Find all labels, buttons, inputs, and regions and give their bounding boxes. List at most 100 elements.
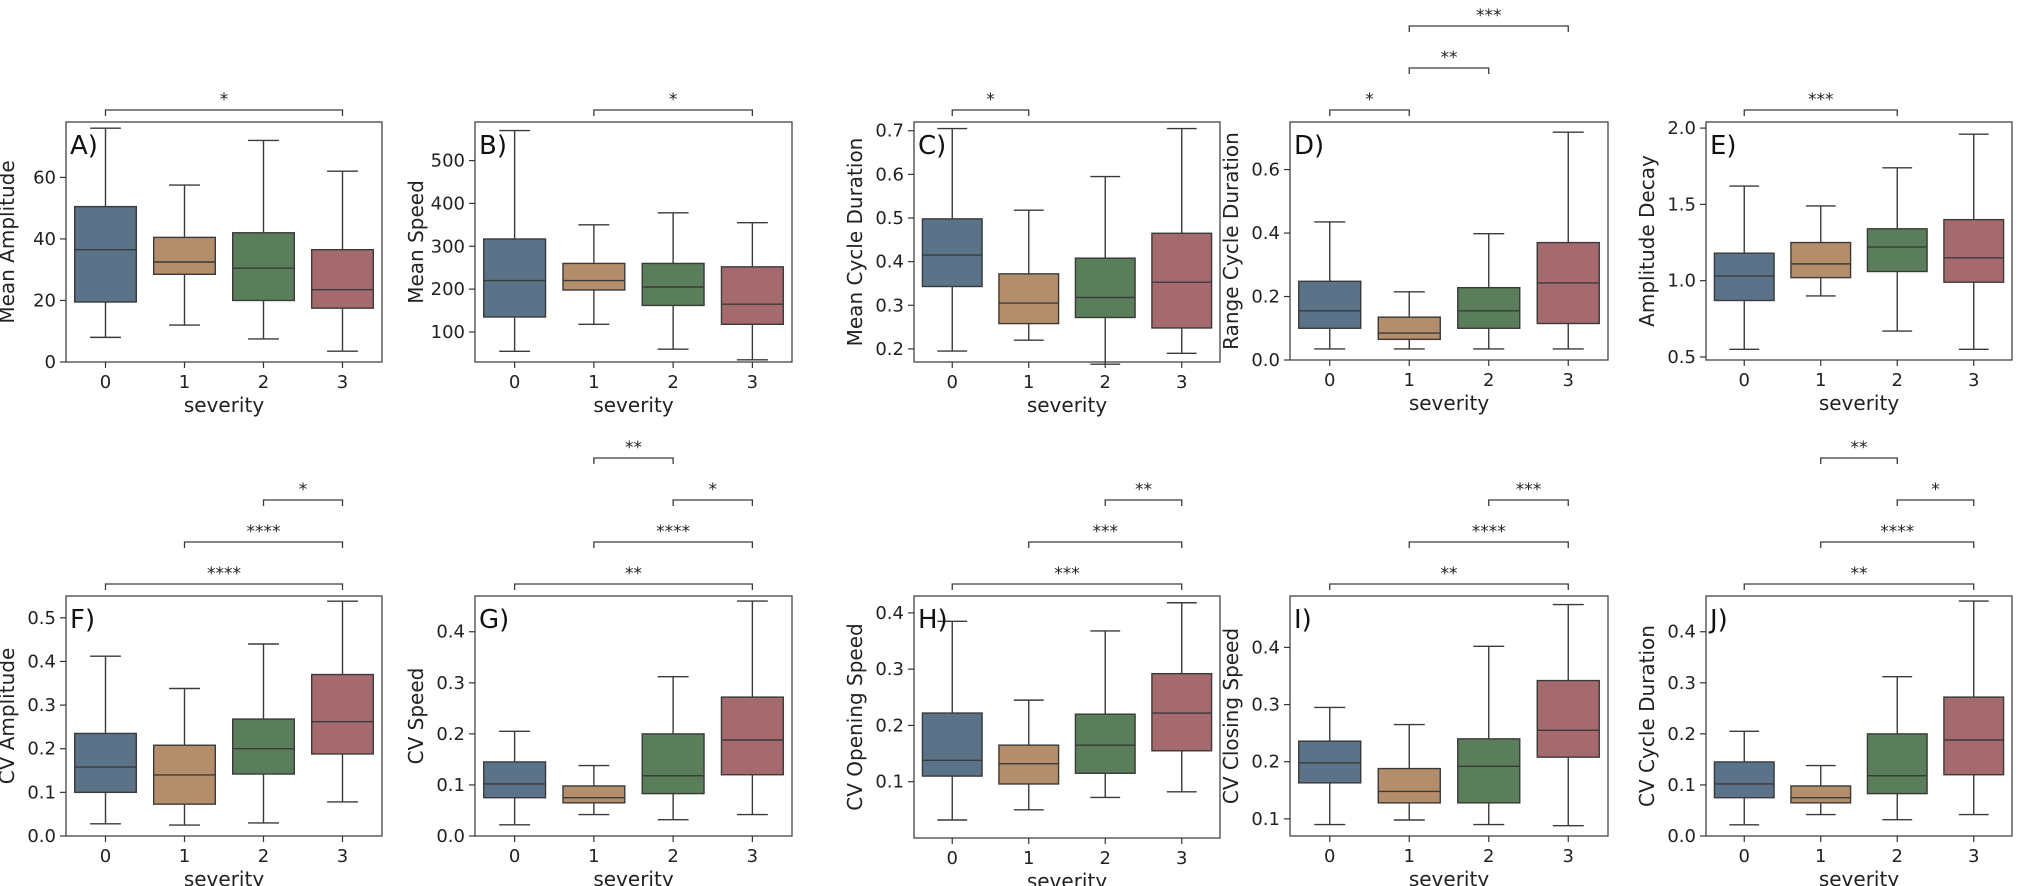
significance-bracket: * (262, 480, 344, 506)
axes-frame (1289, 595, 1609, 837)
significance-bracket: ** (1408, 48, 1490, 74)
box-severity-1 (152, 687, 217, 826)
significance-label: *** (1516, 480, 1542, 500)
panel-label: C) (918, 131, 946, 161)
significance-label: ** (1135, 480, 1152, 500)
significance-label: **** (1472, 522, 1506, 542)
iqr-box (1457, 738, 1521, 804)
box-severity-2 (1457, 645, 1521, 826)
significance-label: *** (1476, 6, 1502, 26)
iqr-box (1151, 232, 1213, 329)
x-tick-label: 1 (1023, 848, 1034, 869)
iqr-box (1298, 740, 1362, 784)
x-tick-label: 3 (1968, 370, 1979, 391)
iqr-box (1377, 316, 1441, 341)
significance-bracket: ** (1820, 438, 1898, 464)
box-severity-0 (1298, 221, 1362, 350)
y-tick-label: 0.1 (27, 782, 56, 803)
y-tick-label: 0.6 (1251, 160, 1280, 181)
box-severity-1 (562, 224, 626, 325)
significance-label: ** (1441, 564, 1458, 584)
bracket-line (593, 109, 754, 116)
significance-label: *** (1093, 522, 1119, 542)
x-tick-label: 2 (667, 372, 678, 393)
y-tick-label: 0.2 (436, 724, 465, 745)
axes-frame (913, 595, 1221, 839)
box-severity-0 (483, 129, 547, 352)
bracket-line (1408, 541, 1569, 548)
y-tick-label: 200 (431, 279, 465, 300)
bracket-line (1408, 67, 1490, 74)
y-tick-label: 0.3 (1667, 673, 1696, 694)
significance-label: *** (1054, 564, 1080, 584)
panel-d: 0.0 0.2 0.4 0.6 0 1 2 3 severity Range Cycle Dura… (1219, 6, 1609, 415)
box-severity-2 (641, 675, 705, 821)
significance-label: ** (1441, 48, 1458, 68)
box-severity-0 (1713, 730, 1775, 826)
bracket-line (1820, 457, 1898, 464)
bracket-line (1820, 541, 1975, 548)
axes-frame (474, 595, 793, 837)
y-tick-label: 0.0 (1667, 826, 1696, 847)
y-axis-label: Amplitude Decay (1635, 155, 1659, 327)
panel-label: A) (70, 131, 98, 161)
box-severity-0 (1713, 185, 1775, 351)
y-tick-label: 0.0 (27, 826, 56, 847)
y-tick-label: 0.3 (875, 659, 904, 680)
y-tick-label: 0.4 (436, 622, 465, 643)
panel-label: B) (479, 131, 507, 161)
box-severity-1 (152, 184, 217, 326)
y-tick-label: 0.1 (1251, 809, 1280, 830)
x-tick-label: 0 (100, 372, 111, 393)
iqr-box (720, 266, 784, 325)
iqr-box (720, 696, 784, 776)
box-severity-3 (1943, 600, 2005, 816)
significance-bracket: * (951, 90, 1030, 116)
significance-label: ** (1851, 564, 1868, 584)
box-severity-1 (998, 209, 1060, 341)
iqr-box (1298, 280, 1362, 329)
significance-label: ** (625, 564, 642, 584)
y-tick-label: 0.3 (1251, 695, 1280, 716)
iqr-box (1713, 252, 1775, 302)
significance-bracket: * (1329, 90, 1410, 116)
box-severity-0 (921, 620, 983, 821)
x-tick-label: 3 (1563, 846, 1574, 867)
x-tick-label: 0 (509, 372, 520, 393)
y-tick-label: 0.1 (875, 772, 904, 793)
y-axis-label: CV Closing Speed (1219, 628, 1243, 804)
bracket-line (672, 499, 754, 506)
iqr-box (152, 236, 217, 276)
box-severity-1 (562, 764, 626, 816)
x-tick-label: 2 (1100, 372, 1111, 393)
iqr-box (921, 218, 983, 288)
bracket-line (1488, 499, 1569, 506)
iqr-box (1790, 785, 1852, 804)
significance-bracket: *** (1028, 522, 1183, 548)
iqr-box (73, 732, 138, 794)
iqr-box (1866, 228, 1928, 273)
iqr-box (1457, 286, 1521, 329)
box-severity-2 (1074, 175, 1136, 365)
box-severity-0 (921, 127, 983, 352)
significance-label: * (1931, 480, 1940, 500)
panel-label: G) (479, 605, 509, 635)
significance-label: * (1365, 90, 1374, 110)
x-tick-label: 3 (337, 372, 348, 393)
significance-label: **** (247, 522, 281, 542)
iqr-box (310, 248, 375, 309)
box-severity-0 (483, 730, 547, 826)
significance-bracket: * (1896, 480, 1975, 506)
box-severity-3 (720, 222, 784, 361)
significance-bracket: *** (1408, 6, 1569, 32)
y-axis-label: Range Cycle Duration (1219, 132, 1243, 350)
y-tick-label: 500 (431, 151, 465, 172)
significance-label: **** (656, 522, 690, 542)
box-severity-2 (231, 139, 296, 340)
y-axis-label: CV Speed (404, 668, 428, 765)
x-tick-label: 1 (1404, 846, 1415, 867)
y-tick-label: 2.0 (1667, 118, 1696, 139)
box-severity-3 (1536, 603, 1600, 827)
